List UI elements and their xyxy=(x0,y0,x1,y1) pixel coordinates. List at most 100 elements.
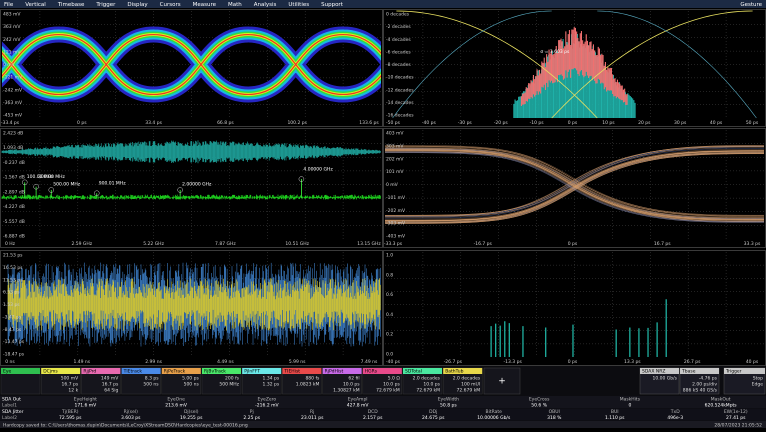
x-tick-label: 33.4 ps xyxy=(145,120,162,126)
annotation: 900.01 MHz xyxy=(99,181,126,187)
histogram-red xyxy=(520,27,628,107)
measure-value: 1.110 ps xyxy=(605,415,625,421)
eye-trace xyxy=(384,145,765,216)
measure-value: 620.524kMpts xyxy=(705,403,738,409)
x-tick-label: 16.7 ps xyxy=(654,241,671,247)
menu-bar xyxy=(0,0,766,8)
measure-label: MaskOut xyxy=(711,397,731,403)
measure-row xyxy=(0,408,766,421)
measure-label: DCD xyxy=(368,409,379,415)
y-tick-label: -101 mV xyxy=(386,195,406,201)
y-tick-label: -13.47 ps xyxy=(3,339,25,345)
annotation: σ = 3.603 ps xyxy=(540,49,570,55)
measure-value: 72.595 ps xyxy=(59,415,82,421)
menu-item[interactable]: Trigger xyxy=(95,2,116,8)
status-label: Tbase xyxy=(681,369,696,375)
descriptor-header xyxy=(403,368,442,374)
descriptor-value: 1.34 ps xyxy=(263,376,280,382)
descriptor-value: 72.679 kM xyxy=(457,388,481,394)
measure-label: Tj(BER) xyxy=(61,409,79,415)
status-label: SDAX NRZ xyxy=(642,369,665,375)
x-tick-label: 30 ps xyxy=(674,120,687,126)
x-tick-label: 100.2 ps xyxy=(287,120,307,126)
descriptor-value: 62 fil xyxy=(348,376,359,382)
x-tick-label: 33.3 ps xyxy=(744,241,761,247)
add-button-label[interactable]: + xyxy=(498,377,506,387)
descriptor-value: 1.30827 kM xyxy=(333,388,360,394)
menu-item[interactable]: Utilities xyxy=(288,2,309,8)
x-tick-label: 133.6 ps xyxy=(359,120,379,126)
histogram-teal xyxy=(513,34,636,118)
x-tick-label: 5.22 GHz xyxy=(143,241,164,247)
descriptor-header xyxy=(121,368,161,374)
descriptor-header xyxy=(242,368,282,374)
status-label: Trigger xyxy=(725,369,742,375)
descriptor-value: 8.3 ps xyxy=(145,376,159,382)
x-tick-label: 10.51 GHz xyxy=(285,241,309,247)
status-value: -4.76 ps xyxy=(699,376,718,382)
menu-item[interactable]: Math xyxy=(228,2,242,8)
menu-item[interactable]: Cursors xyxy=(160,2,181,8)
menu-item[interactable]: Timebase xyxy=(57,2,85,8)
descriptor-value: 500 MHz xyxy=(219,382,239,388)
descriptor-value: 16.7 ps xyxy=(102,382,119,388)
eye-trace xyxy=(384,145,765,216)
descriptor-value: 100 mUI xyxy=(461,382,480,388)
peak-marker xyxy=(33,183,39,190)
eye-trace xyxy=(384,152,765,223)
measure-label: EW(1e-12) xyxy=(724,409,748,415)
descriptor-header xyxy=(362,368,402,374)
menu-item[interactable]: Display xyxy=(127,2,148,8)
peak-marker xyxy=(298,176,305,182)
eye-trace xyxy=(384,150,765,221)
status-header xyxy=(680,368,719,374)
annotation: 100.00 MHz xyxy=(27,174,54,180)
eye-trace xyxy=(384,151,765,222)
menu-item[interactable]: Vertical xyxy=(25,2,46,8)
descriptor-header xyxy=(443,368,483,374)
x-tick-label: 13.3 ps xyxy=(624,359,641,365)
x-tick-label: 0 ps xyxy=(77,120,87,126)
x-tick-label: -30 ps xyxy=(458,120,473,126)
descriptor-header xyxy=(41,368,81,374)
measure-label: EyeHeight xyxy=(74,397,97,403)
measure-label: Pj xyxy=(250,409,254,415)
descriptor-label: PjlnFFT xyxy=(244,369,260,375)
menu-item[interactable]: File xyxy=(4,2,14,8)
measure-label: EyeCross xyxy=(529,397,550,403)
y-tick-label: 0 mV xyxy=(3,62,16,68)
eye-trace xyxy=(384,150,765,221)
menu-item[interactable]: Support xyxy=(321,2,344,8)
add-button[interactable] xyxy=(483,367,521,395)
y-tick-label: -0.237 dB xyxy=(3,160,25,166)
measure-value: 427.8 mV xyxy=(347,403,370,409)
y-tick-label: 1.093 dB xyxy=(3,145,23,151)
eye-trace xyxy=(2,33,381,96)
measure-label: EyeZero xyxy=(258,397,277,403)
x-tick-label: -40 ps xyxy=(422,120,437,126)
descriptor-value: 500 ns xyxy=(143,382,159,388)
menu-gesture[interactable]: Gesture xyxy=(740,2,762,8)
descriptor-value: 200 fs xyxy=(225,376,240,382)
bathtub-fit xyxy=(392,10,552,119)
y-tick-label: -5.557 dB xyxy=(3,219,25,225)
spectrum-floor xyxy=(1,194,381,200)
x-tick-label: -16.7 ps xyxy=(474,241,493,247)
descriptor-header xyxy=(161,368,201,374)
y-tick-label: -1.567 dB xyxy=(3,175,25,181)
menu-item[interactable]: Measure xyxy=(193,2,217,8)
measure-row xyxy=(0,396,766,408)
x-tick-label: 50 ps xyxy=(746,120,759,126)
x-tick-label: -33.3 ps xyxy=(384,241,403,247)
eye-trace xyxy=(384,145,765,217)
eye-trace xyxy=(384,152,765,223)
status-header xyxy=(724,368,765,374)
descriptor-label: TIEHist xyxy=(283,369,300,375)
bars xyxy=(490,299,667,357)
track-yellow xyxy=(7,278,381,331)
descriptor-value: 10.0 ps xyxy=(343,382,360,388)
bathtub xyxy=(396,10,598,119)
descriptor-value: 880 fs xyxy=(305,376,320,382)
y-tick-label: -4.227 dB xyxy=(3,204,25,210)
menu-item[interactable]: Analysis xyxy=(254,2,277,8)
